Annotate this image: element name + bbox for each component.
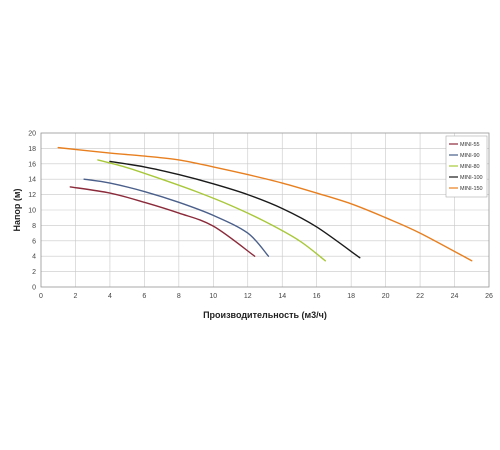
y-tick-labels: 0 2 4 6 8 10 12 14 16 18 20 (28, 131, 36, 292)
x-tick-label: 22 (416, 293, 424, 300)
series-line-mini-100 (109, 160, 361, 259)
series-line-mini-80 (97, 159, 327, 262)
x-tick-label: 2 (74, 293, 78, 300)
grid-lines (40, 132, 490, 288)
legend-label: MINI-80 (460, 164, 480, 170)
y-tick-label: 20 (28, 131, 36, 138)
y-tick-label: 4 (32, 254, 36, 261)
x-tick-label: 10 (209, 293, 217, 300)
y-tick-label: 12 (28, 192, 36, 199)
plot-area (40, 132, 490, 288)
y-tick-label: 18 (28, 146, 36, 153)
x-tick-label: 14 (278, 293, 286, 300)
x-tick-label: 26 (485, 293, 493, 300)
x-tick-label: 6 (142, 293, 146, 300)
x-tick-label: 18 (347, 293, 355, 300)
legend-label: MINI-55 (460, 142, 480, 148)
series-lines (57, 146, 473, 262)
series-line-mini-55 (69, 186, 256, 257)
y-tick-label: 2 (32, 269, 36, 276)
series-line-mini-90 (83, 178, 270, 257)
y-tick-label: 8 (32, 223, 36, 230)
y-tick-label: 14 (28, 177, 36, 184)
legend-label: MINI-100 (460, 175, 483, 181)
legend-label: MINI-90 (460, 153, 480, 159)
legend-label: MINI-150 (460, 186, 483, 192)
y-tick-label: 10 (28, 208, 36, 215)
x-tick-label: 24 (451, 293, 459, 300)
x-tick-labels: 0 2 4 6 8 10 12 14 16 18 20 22 24 26 (39, 293, 493, 300)
series-line-mini-150 (57, 146, 473, 262)
x-tick-label: 20 (382, 293, 390, 300)
x-tick-label: 16 (313, 293, 321, 300)
y-tick-label: 6 (32, 238, 36, 245)
legend: MINI-55 MINI-90 MINI-80 MINI-100 MINI-150 (445, 135, 488, 198)
x-tick-label: 0 (39, 293, 43, 300)
x-tick-label: 4 (108, 293, 112, 300)
y-tick-label: 0 (32, 285, 36, 292)
y-axis-title: Напор (м) (12, 188, 22, 231)
y-tick-label: 16 (28, 161, 36, 168)
legend-box (445, 135, 488, 198)
x-tick-label: 12 (244, 293, 252, 300)
x-axis-title: Производительность (м3/ч) (203, 310, 327, 320)
x-tick-label: 8 (177, 293, 181, 300)
